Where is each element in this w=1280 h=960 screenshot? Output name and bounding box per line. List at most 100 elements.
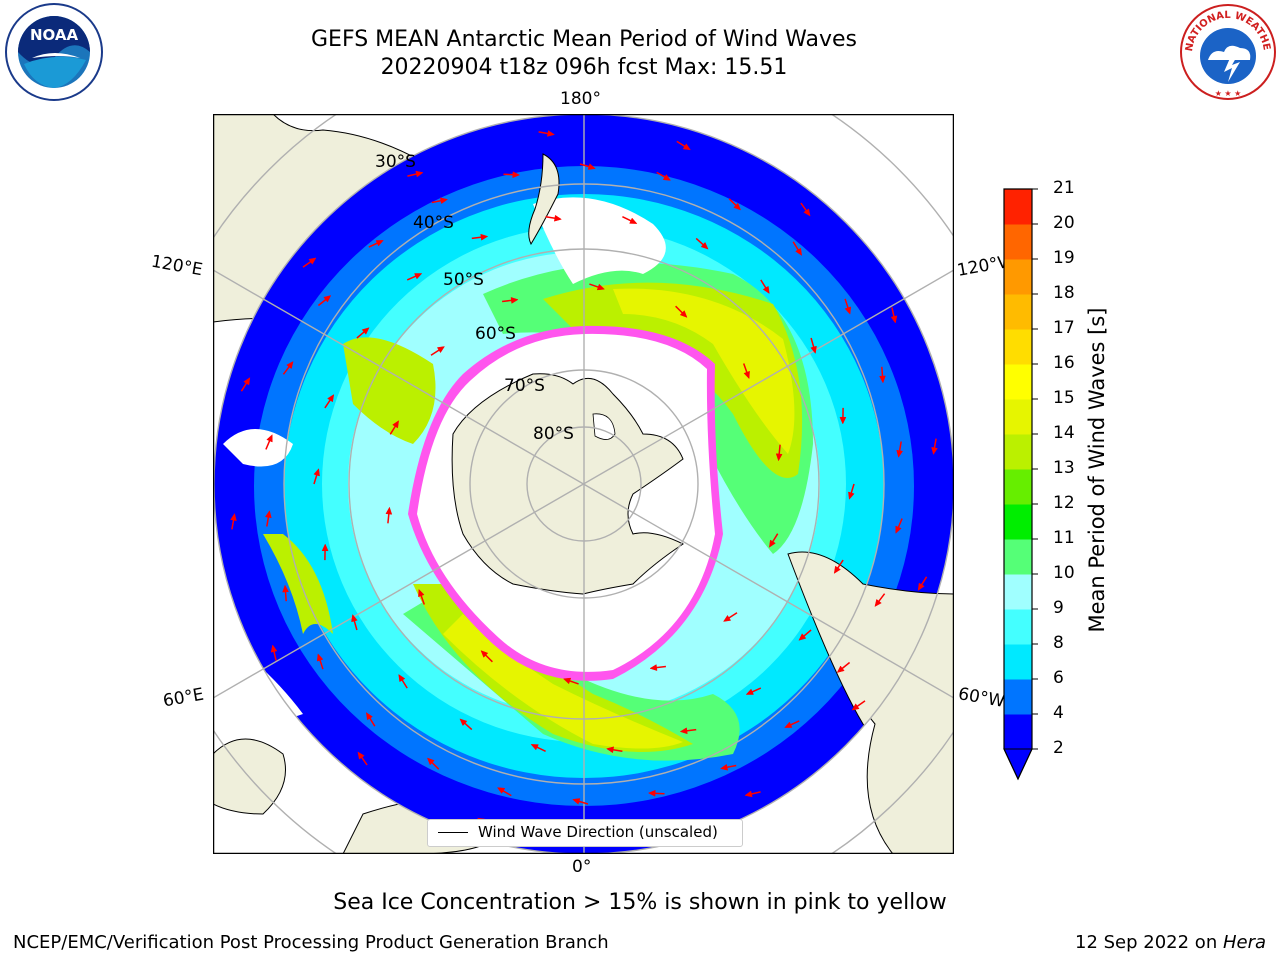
colorbar-tick-label: 20 <box>1053 213 1075 233</box>
nws-logo: NATIONAL WEATHER SERVICE ★ ★ ★ <box>1174 0 1278 106</box>
wave-direction-arrowhead <box>243 377 251 386</box>
wave-direction-arrowhead <box>230 512 237 522</box>
wave-direction-arrowhead <box>361 327 370 335</box>
colorbar-tick-label: 14 <box>1053 423 1075 443</box>
wave-direction-arrowhead <box>833 565 841 574</box>
wave-direction-arrowhead <box>415 170 424 178</box>
colorbar-bin <box>1004 189 1032 225</box>
colorbar-tick-label: 16 <box>1053 353 1075 373</box>
wave-direction-arrowhead <box>313 468 320 477</box>
wave-direction-arrowhead <box>562 677 572 685</box>
colorbar-bin <box>1004 329 1032 365</box>
wave-direction-arrowhead <box>895 525 902 534</box>
footer-host: Hera <box>1222 932 1266 953</box>
lon-label-180: 180° <box>560 89 601 109</box>
colorbar-tick-label: 8 <box>1053 633 1064 653</box>
wave-direction-arrowhead <box>510 297 519 304</box>
lon-label-0: 0° <box>572 857 592 877</box>
wave-direction-arrowhead <box>682 143 691 151</box>
wave-direction-arrowhead <box>385 506 393 515</box>
wave-direction-arrowhead <box>745 688 754 695</box>
wave-direction-arrowhead <box>890 315 898 324</box>
colorbar-tick-label: 11 <box>1053 528 1075 548</box>
wave-direction-arrowhead <box>392 420 400 429</box>
wave-direction-arrowhead <box>459 718 468 727</box>
chart-subtitle: 20220904 t18z 096h fcst Max: 15.51 <box>380 55 788 80</box>
wave-direction-arrowhead <box>426 757 435 766</box>
colorbar-bin <box>1004 539 1032 575</box>
wave-direction-arrowhead <box>480 650 489 658</box>
colorbar-label: Mean Period of Wind Waves [s] <box>1085 307 1109 633</box>
wave-direction-arrowhead <box>546 130 556 137</box>
wave-direction-arrowhead <box>414 273 423 280</box>
colorbar-bin <box>1004 434 1032 470</box>
wave-direction-arrowhead <box>553 214 563 222</box>
wave-direction-arrowhead <box>768 539 776 548</box>
wave-direction-arrowhead <box>316 653 324 662</box>
wave-direction-arrowhead <box>662 174 672 181</box>
wave-direction-arrowhead <box>530 744 539 751</box>
wave-direction-arrowhead <box>917 582 925 591</box>
colorbar-tick-label: 13 <box>1053 458 1075 478</box>
footer-credit: NCEP/EMC/Verification Post Processing Pr… <box>13 932 609 953</box>
sea-ice-note: Sea Ice Concentration > 15% is shown in … <box>333 890 947 915</box>
wave-direction-arrowhead <box>398 673 406 683</box>
wave-direction-arrowhead <box>844 306 852 315</box>
wave-direction-arrowhead <box>798 633 807 641</box>
wave-direction-arrowhead <box>775 453 783 462</box>
legend-label: Wind Wave Direction (unscaled) <box>478 823 718 841</box>
colorbar-bin <box>1004 364 1032 400</box>
colorbar-tick-label: 18 <box>1053 283 1075 303</box>
wave-direction-arrowhead <box>436 346 446 354</box>
wave-direction-arrowhead <box>270 644 278 653</box>
lat-label-50s: 50°S <box>443 270 484 290</box>
wave-direction-arrowhead <box>722 614 732 622</box>
colorbar-tick-label: 9 <box>1053 598 1064 618</box>
wave-direction-arrowhead <box>649 664 658 671</box>
wave-direction-arrowhead <box>308 257 317 265</box>
polar-map <box>213 114 954 854</box>
wave-direction-arrowhead <box>282 584 289 593</box>
wave-direction-arrowhead <box>480 233 489 241</box>
wave-direction-arrowhead <box>679 727 688 735</box>
colorbar-bin <box>1004 504 1032 540</box>
svg-text:★ ★ ★: ★ ★ ★ <box>1215 89 1242 98</box>
wave-direction-arrowhead <box>512 171 521 179</box>
noaa-logo: NOAA <box>2 2 106 106</box>
wave-direction-arrowhead <box>629 217 638 224</box>
wave-direction-arrowhead <box>357 751 365 760</box>
wave-direction-arrowhead <box>896 449 904 458</box>
wave-direction-arrowhead <box>679 310 688 318</box>
wave-direction-arrowhead <box>839 416 847 425</box>
colorbar <box>1003 188 1038 781</box>
wave-direction-arrowhead <box>264 510 272 519</box>
colorbar-tick-label: 21 <box>1053 178 1075 198</box>
colorbar-bin <box>1004 399 1032 435</box>
wave-direction-arrowhead <box>286 361 294 370</box>
lat-label-70s: 70°S <box>504 376 545 396</box>
wave-direction-arrowhead <box>879 375 886 384</box>
wave-direction-arrowhead <box>810 345 817 354</box>
footer-date-text: 12 Sep 2022 on <box>1075 932 1223 953</box>
wave-direction-arrowhead <box>327 394 335 403</box>
wind-wave-arrows <box>230 130 938 838</box>
wave-direction-arrowhead <box>587 163 596 170</box>
noaa-logo-text: NOAA <box>30 26 79 44</box>
colorbar-tick-label: 12 <box>1053 493 1075 513</box>
wave-direction-arrowhead <box>762 285 770 295</box>
wave-direction-arrowhead <box>647 789 656 797</box>
colorbar-tick-label: 6 <box>1053 668 1064 688</box>
wave-direction-arrowhead <box>733 202 742 211</box>
colorbar-bin <box>1004 224 1032 260</box>
wave-direction-arrowhead <box>418 588 425 598</box>
wave-direction-arrowhead <box>848 491 855 500</box>
lat-label-80s: 80°S <box>533 424 574 444</box>
map-legend: Wind Wave Direction (unscaled) <box>427 819 743 847</box>
colorbar-tick-label: 2 <box>1053 738 1064 758</box>
wave-direction-arrowhead <box>605 746 615 754</box>
wave-direction-arrowhead <box>874 598 882 607</box>
wave-direction-arrowhead <box>496 787 506 794</box>
colorbar-bin <box>1004 714 1032 750</box>
colorbar-bin <box>1004 644 1032 680</box>
wave-direction-arrowhead <box>266 434 273 443</box>
